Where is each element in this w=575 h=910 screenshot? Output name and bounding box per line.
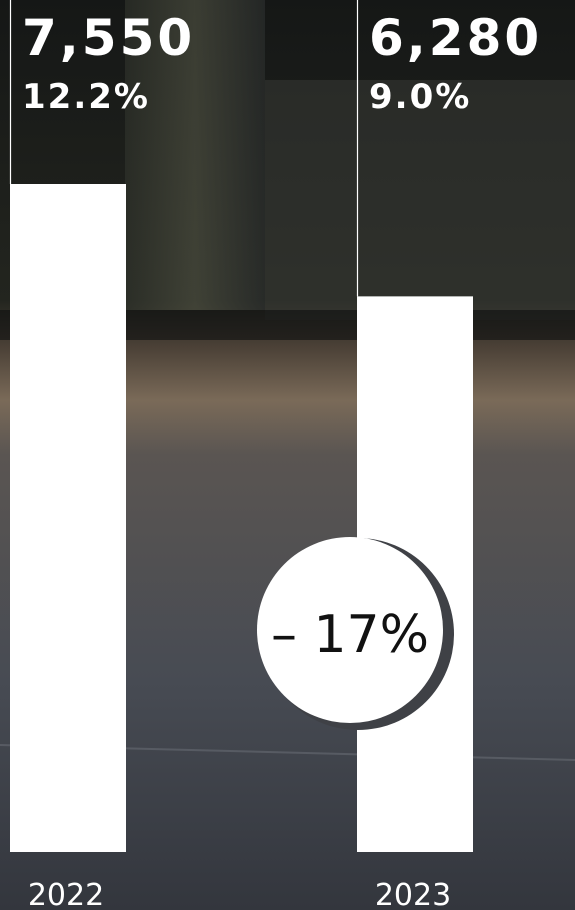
x-tick-label: 2022 <box>28 878 104 910</box>
x-tick-label: 2023 <box>375 878 451 910</box>
chart: 7,550 12.2% 2022 6,280 9.0% 2023 – 17% <box>0 0 575 910</box>
share-label: 9.0% <box>369 77 471 117</box>
bar <box>10 184 126 852</box>
change-label: – 17% <box>271 605 429 665</box>
value-label: 6,280 <box>369 9 542 67</box>
page: {"chart_data": { "type": "bar", "categor… <box>0 0 575 910</box>
value-label: 7,550 <box>22 9 195 67</box>
share-label: 12.2% <box>22 77 150 117</box>
